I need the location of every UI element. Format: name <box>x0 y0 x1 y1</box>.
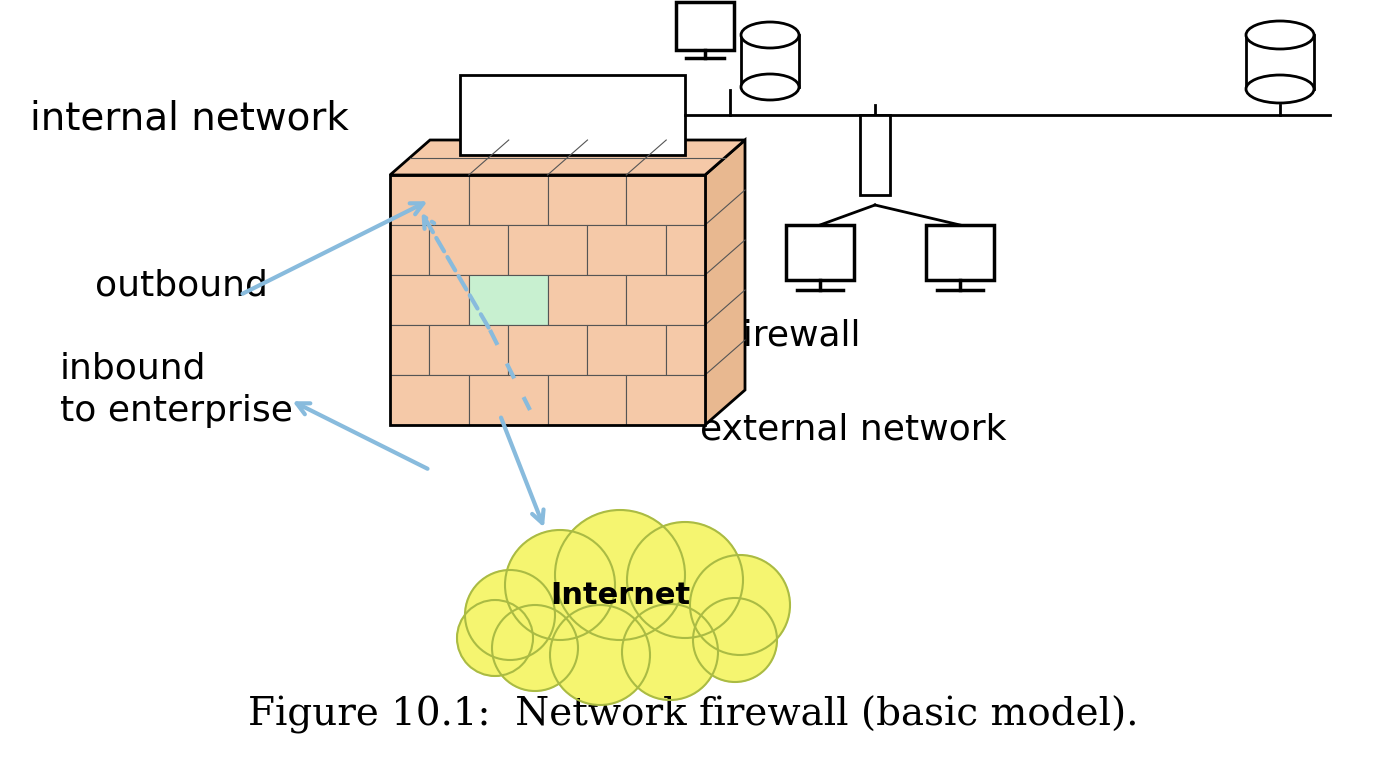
Circle shape <box>622 604 718 700</box>
Bar <box>430 325 509 375</box>
Ellipse shape <box>1246 21 1314 49</box>
Ellipse shape <box>742 22 798 48</box>
Circle shape <box>693 598 778 682</box>
Bar <box>509 325 586 375</box>
Bar <box>389 325 430 375</box>
Bar <box>586 325 665 375</box>
Text: firewall: firewall <box>730 318 861 352</box>
Text: external network: external network <box>700 413 1006 447</box>
Circle shape <box>626 522 743 638</box>
Bar <box>626 375 705 425</box>
Bar <box>468 375 547 425</box>
Circle shape <box>464 570 554 660</box>
Ellipse shape <box>742 74 798 100</box>
Text: Figure 10.1:  Network firewall (basic model).: Figure 10.1: Network firewall (basic mod… <box>248 696 1138 734</box>
Bar <box>926 225 994 280</box>
Polygon shape <box>705 140 746 425</box>
Circle shape <box>554 510 685 640</box>
Circle shape <box>690 555 790 655</box>
Text: inbound
to enterprise: inbound to enterprise <box>60 352 292 428</box>
Ellipse shape <box>1246 75 1314 103</box>
Bar <box>468 175 547 225</box>
Circle shape <box>505 530 615 640</box>
Bar <box>786 225 854 280</box>
Bar <box>547 375 626 425</box>
Bar <box>626 175 705 225</box>
Bar <box>859 115 890 195</box>
Bar <box>547 275 626 325</box>
Bar <box>389 175 705 425</box>
Circle shape <box>492 605 578 691</box>
Bar <box>389 375 468 425</box>
Bar <box>586 225 665 275</box>
Bar <box>665 325 705 375</box>
Text: outbound: outbound <box>96 268 267 302</box>
Polygon shape <box>389 140 746 175</box>
Bar <box>468 275 547 325</box>
Bar <box>509 225 586 275</box>
Bar <box>389 225 430 275</box>
Bar <box>742 35 798 87</box>
Bar <box>676 2 735 50</box>
Bar <box>460 75 685 155</box>
Bar <box>389 275 468 325</box>
Bar <box>430 225 509 275</box>
Bar <box>665 225 705 275</box>
Circle shape <box>457 600 534 676</box>
Bar <box>626 275 705 325</box>
Circle shape <box>550 605 650 705</box>
Bar <box>547 175 626 225</box>
Bar <box>1246 35 1314 89</box>
Text: internal network: internal network <box>30 99 349 137</box>
Text: Internet: Internet <box>550 581 690 610</box>
Bar <box>389 175 468 225</box>
